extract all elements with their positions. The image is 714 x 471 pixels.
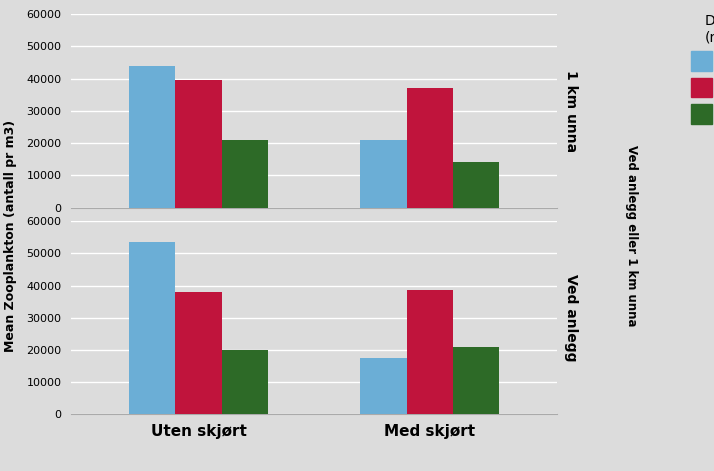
Bar [176, 80, 221, 208]
Text: 1 km unna: 1 km unna [564, 70, 578, 152]
Text: Ved anlegg: Ved anlegg [564, 274, 578, 362]
Bar [453, 347, 499, 414]
Bar [129, 242, 176, 414]
Text: Mean Zooplankton (antall pr m3): Mean Zooplankton (antall pr m3) [4, 120, 17, 351]
Legend: 1m, 3m, 9m: 1m, 3m, 9m [683, 6, 714, 132]
Bar [361, 140, 407, 208]
Bar [176, 292, 221, 414]
Bar [407, 291, 453, 414]
Bar [453, 162, 499, 208]
Bar [129, 66, 176, 208]
Bar [221, 350, 268, 414]
Text: Ved anlegg eller 1 km unna: Ved anlegg eller 1 km unna [625, 145, 638, 326]
Bar [221, 140, 268, 208]
Bar [407, 88, 453, 208]
Bar [361, 358, 407, 414]
